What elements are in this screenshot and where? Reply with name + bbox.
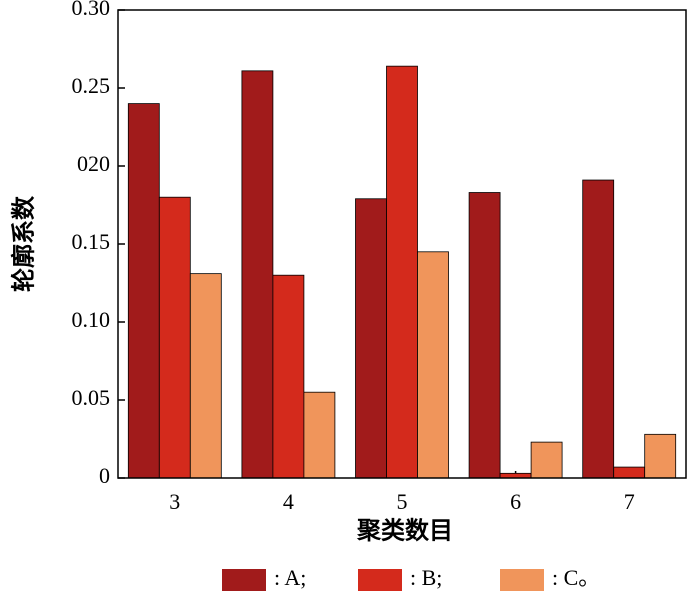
bar [158,196,191,479]
x-tick-label: 5 [397,489,408,514]
bar [127,103,160,479]
bar [468,192,501,479]
bar [613,466,646,479]
plot-frame [117,9,687,479]
bar [582,179,615,479]
bar [386,65,418,479]
x-tick-label: 4 [283,489,294,514]
legend-swatch [358,569,402,591]
y-tick-label: 0.15 [72,229,111,254]
bar [272,274,305,479]
bar [303,391,336,479]
bar [241,70,274,479]
legend-label: : A; [274,565,306,590]
bar [417,251,449,479]
y-tick-label: 0.25 [72,73,111,98]
y-axis-label: 轮廓系数 [10,195,38,292]
x-tick-label: 3 [169,489,180,514]
y-tick-label: 0.30 [72,0,111,20]
y-tick-label: 0.10 [72,307,111,332]
y-tick-label: 020 [77,151,110,176]
legend-label: : C。 [552,565,600,590]
x-axis-label: 聚类数目 [356,518,453,545]
y-tick-label: 0.05 [72,385,111,410]
y-tick-label: 0 [99,463,110,488]
legend-label: : B; [410,565,442,590]
bar [530,441,563,479]
x-tick-label: 7 [624,489,635,514]
bar [355,198,387,479]
x-tick-label: 6 [510,489,521,514]
bar [189,273,222,479]
legend-swatch [222,569,266,591]
bar [644,433,677,479]
legend-swatch [500,569,544,591]
